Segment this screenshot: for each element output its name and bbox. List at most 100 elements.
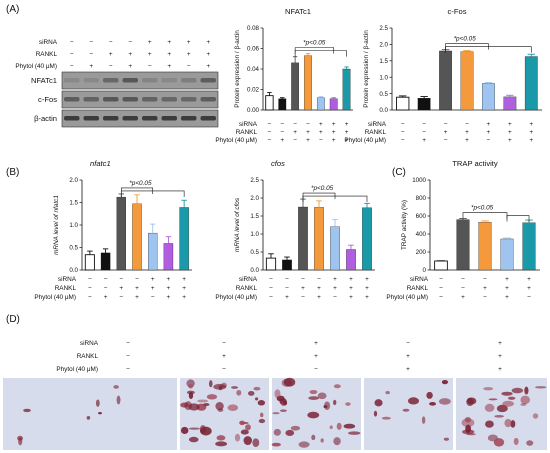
micro-row-label: Phytol (40 μM): [56, 366, 98, 373]
condition-sign: +: [135, 294, 139, 301]
stained-cell: [18, 437, 23, 446]
condition-sign: +: [483, 285, 487, 292]
condition-sign: −: [269, 276, 273, 283]
condition-sign: +: [293, 129, 297, 136]
bar: [316, 97, 325, 111]
condition-label: Phytol (40 μM): [386, 294, 428, 301]
stained-cell: [488, 398, 498, 401]
bar: [342, 68, 351, 111]
stained-cell: [333, 384, 341, 389]
blot-sign: +: [167, 63, 171, 70]
bar: [460, 51, 474, 111]
significance-bracket: [302, 195, 368, 203]
condition-sign: +: [167, 294, 171, 301]
micro-sign: +: [314, 353, 318, 360]
blot-band: [103, 116, 119, 121]
condition-sign: +: [349, 294, 353, 301]
condition-sign: +: [119, 285, 123, 292]
y-tick-label: 0.0: [69, 267, 78, 274]
stained-cell: [252, 438, 260, 447]
condition-sign: −: [269, 294, 273, 301]
chart-title: cfos: [271, 159, 285, 168]
micro-sign: +: [406, 366, 410, 373]
bar: [330, 226, 340, 271]
chart-title: nfatc1: [90, 159, 111, 168]
stained-cell: [307, 411, 320, 419]
blot-sign: +: [109, 51, 113, 58]
blot-sign: −: [128, 39, 132, 46]
bar: [503, 96, 517, 111]
condition-label: RANKL: [407, 285, 429, 292]
condition-label: RANKL: [365, 129, 387, 136]
condition-sign: +: [345, 137, 349, 144]
condition-label: siRNA: [239, 276, 258, 283]
condition-label: Phytol (40 μM): [215, 137, 257, 144]
bar: [314, 207, 324, 271]
condition-sign: +: [505, 285, 509, 292]
condition-sign: +: [422, 137, 426, 144]
condition-sign: −: [280, 121, 284, 128]
bar: [362, 207, 372, 271]
bar: [265, 257, 277, 271]
condition-sign: +: [527, 285, 531, 292]
stained-cell: [254, 397, 259, 401]
blot-sign: +: [148, 51, 152, 58]
stained-cell: [258, 418, 266, 424]
condition-sign: −: [439, 276, 443, 283]
significance-bracket: [120, 190, 185, 197]
stained-cell: [215, 441, 228, 447]
condition-sign: −: [88, 285, 92, 292]
condition-sign: −: [104, 285, 108, 292]
condition-sign: +: [465, 137, 469, 144]
stained-cell: [273, 428, 281, 436]
bar: [84, 254, 95, 271]
stained-cell: [243, 436, 252, 446]
condition-sign: +: [319, 129, 323, 136]
blot-sign: −: [109, 63, 113, 70]
condition-sign: +: [280, 137, 284, 144]
condition-sign: +: [104, 294, 108, 301]
stained-cell: [429, 401, 436, 406]
bar: [417, 98, 431, 111]
stained-cell: [227, 404, 239, 411]
stained-cell: [86, 416, 91, 420]
bar: [100, 252, 111, 271]
stained-cell: [274, 389, 281, 399]
condition-sign: +: [332, 121, 336, 128]
condition-sign: +: [319, 121, 323, 128]
condition-sign: +: [365, 294, 369, 301]
micrograph: [3, 378, 177, 450]
stained-cell: [257, 400, 266, 406]
blot-sign: −: [89, 39, 93, 46]
condition-label: RANKL: [236, 129, 258, 136]
stained-cell: [441, 380, 449, 385]
bar: [282, 259, 292, 271]
significance-bracket: [462, 212, 508, 219]
y-axis-label: mRNA level of cfos: [234, 197, 241, 252]
y-tick-label: 800: [416, 195, 427, 202]
stained-cell: [485, 420, 494, 428]
condition-sign: +: [527, 276, 531, 283]
stained-cell: [95, 399, 100, 407]
stained-cell: [188, 436, 199, 443]
condition-sign: −: [293, 137, 297, 144]
micrograph: [456, 378, 547, 450]
bar: [163, 243, 174, 271]
stained-cell: [466, 397, 477, 405]
condition-sign: +: [345, 121, 349, 128]
micro-sign: +: [406, 353, 410, 360]
y-tick-label: 0.00: [247, 107, 260, 114]
stained-cell: [199, 425, 206, 434]
chart-title: TRAP activity: [452, 159, 498, 168]
stained-cell: [240, 429, 249, 435]
condition-sign: −: [119, 276, 123, 283]
condition-sign: +: [349, 285, 353, 292]
condition-label: RANKL: [55, 285, 77, 292]
condition-sign: +: [332, 129, 336, 136]
blot-sign: +: [128, 51, 132, 58]
y-tick-label: 200: [416, 249, 427, 256]
condition-sign: +: [508, 137, 512, 144]
stained-cell: [373, 410, 378, 417]
stained-cell: [308, 396, 320, 400]
stained-cell: [496, 404, 508, 413]
